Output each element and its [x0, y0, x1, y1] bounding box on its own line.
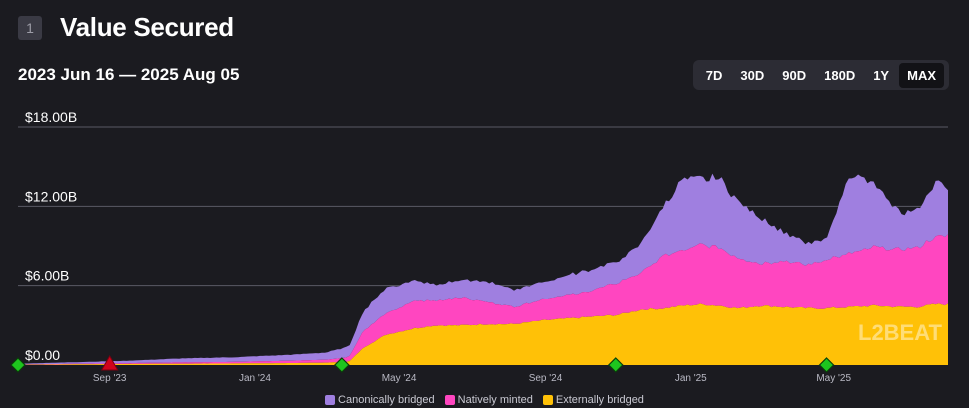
legend-label-natively-minted: Natively minted	[457, 394, 533, 406]
event-update-marker	[818, 357, 835, 373]
x-tick-label: Jan '25	[675, 373, 707, 384]
value-secured-chart: $0.00 $6.00B $12.00B $18.00B Sep '23 Jan '24 M…	[10, 109, 948, 384]
timeframe-1y-button[interactable]: 1Y	[873, 67, 890, 83]
event-update-marker	[10, 357, 26, 373]
legend-label-externally-bridged: Externally bridged	[555, 394, 644, 406]
y-tick-label: $12.00B	[25, 188, 77, 204]
section-number-badge: 1	[18, 15, 42, 40]
x-tick-label: Sep '24	[529, 373, 563, 384]
area-canonically-bridged	[18, 173, 948, 365]
legend-item-externally-bridged[interactable]: Externally bridged	[542, 394, 644, 406]
l2beat-watermark: L2BEAT	[858, 320, 942, 345]
section-header: 1 Value Secured	[18, 12, 234, 43]
x-tick-label: May '24	[382, 373, 417, 384]
timeframe-7d-button[interactable]: 7D	[705, 67, 723, 83]
event-update-marker	[334, 357, 350, 373]
timeframe-180d-button[interactable]: 180D	[824, 67, 856, 83]
x-tick-label: May '25	[816, 373, 851, 384]
page-title: Value Secured	[60, 12, 234, 42]
legend-swatch-canonically-bridged	[325, 395, 336, 405]
timeframe-30d-button[interactable]: 30D	[740, 67, 765, 83]
x-tick-label: Jan '24	[239, 373, 271, 384]
date-range: 2023 Jun 16 — 2025 Aug 05	[18, 65, 240, 84]
legend-label-canonically-bridged: Canonically bridged	[338, 394, 435, 406]
chart-legend: Canonically bridged Natively minted Exte…	[0, 394, 969, 406]
area-natively-minted	[18, 234, 948, 365]
legend-swatch-externally-bridged	[542, 395, 553, 405]
legend-swatch-natively-minted	[444, 395, 455, 405]
y-tick-label: $0.00	[25, 347, 60, 363]
x-tick-label: Sep '23	[93, 373, 127, 384]
area-externally-bridged	[18, 303, 948, 365]
event-update-marker	[607, 357, 624, 373]
event-warning-marker	[100, 354, 119, 371]
legend-item-natively-minted[interactable]: Natively minted	[444, 394, 533, 406]
y-tick-label: $18.00B	[25, 109, 77, 125]
legend-item-canonically-bridged[interactable]: Canonically bridged	[325, 394, 435, 406]
timeframe-90d-button[interactable]: 90D	[782, 67, 807, 83]
y-tick-label: $6.00B	[25, 268, 69, 284]
timeframe-max-button[interactable]: MAX	[899, 62, 944, 88]
timeframe-selector: 7D 30D 90D 180D 1Y MAX	[692, 60, 949, 90]
